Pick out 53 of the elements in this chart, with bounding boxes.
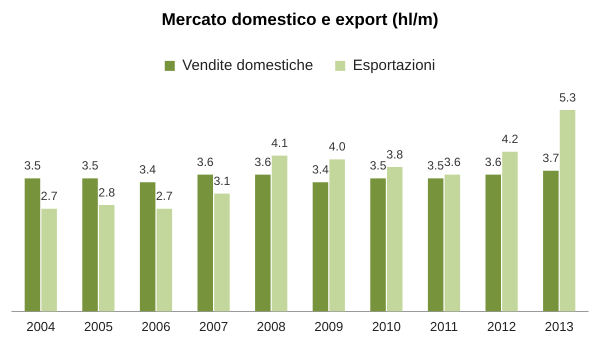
bar xyxy=(41,208,57,312)
x-tick-label: 2006 xyxy=(142,318,170,334)
bar xyxy=(82,178,98,312)
bar xyxy=(272,156,288,312)
bar xyxy=(197,174,214,312)
bar xyxy=(329,159,345,312)
data-label: 4.0 xyxy=(328,140,346,154)
bar xyxy=(156,208,172,312)
bar xyxy=(428,178,444,312)
data-label: 3.6 xyxy=(444,154,462,169)
data-label: 5.3 xyxy=(559,90,576,104)
data-label: 2.7 xyxy=(40,189,58,204)
x-tick-label: 2008 xyxy=(256,318,286,334)
x-tick-label: 2004 xyxy=(26,318,56,334)
chart-title: Mercato domestico e export (hl/m) xyxy=(162,10,438,29)
data-label: 3.4 xyxy=(139,162,156,177)
data-label: 3.5 xyxy=(370,158,387,173)
data-label: 3.6 xyxy=(196,154,214,169)
x-tick-label: 2007 xyxy=(199,318,228,334)
data-label: 3.5 xyxy=(82,158,99,173)
data-label: 3.5 xyxy=(24,158,42,173)
x-tick-label: 2005 xyxy=(84,318,113,334)
bar xyxy=(24,178,40,312)
data-label: 4.2 xyxy=(502,132,519,146)
data-label: 3.1 xyxy=(214,174,231,188)
data-label: 3.4 xyxy=(312,162,330,177)
bar xyxy=(312,182,328,312)
x-tick-label: 2009 xyxy=(314,318,344,334)
bar xyxy=(485,174,502,312)
bar xyxy=(214,194,230,312)
data-label: 2.8 xyxy=(98,185,116,200)
legend-label: Esportazioni xyxy=(352,57,436,74)
data-label: 3.7 xyxy=(542,151,560,166)
data-label: 2.7 xyxy=(156,189,174,204)
data-label: 3.6 xyxy=(254,154,272,169)
bar xyxy=(560,110,576,312)
bar xyxy=(370,178,386,312)
bar xyxy=(502,152,518,312)
bar xyxy=(140,182,156,312)
data-label: 3.8 xyxy=(386,147,404,162)
data-label: 3.6 xyxy=(484,154,502,169)
bar xyxy=(444,174,460,312)
data-label: 3.5 xyxy=(427,158,444,173)
x-tick-label: 2013 xyxy=(544,318,574,334)
legend-label: Vendite domestiche xyxy=(182,57,314,74)
x-tick-label: 2012 xyxy=(487,318,516,334)
data-label: 4.1 xyxy=(271,136,288,150)
x-tick-label: 2011 xyxy=(430,318,458,334)
bar xyxy=(255,174,271,312)
bar xyxy=(386,167,403,312)
x-tick-label: 2010 xyxy=(372,318,401,334)
bar xyxy=(543,170,559,312)
bar xyxy=(98,205,115,312)
